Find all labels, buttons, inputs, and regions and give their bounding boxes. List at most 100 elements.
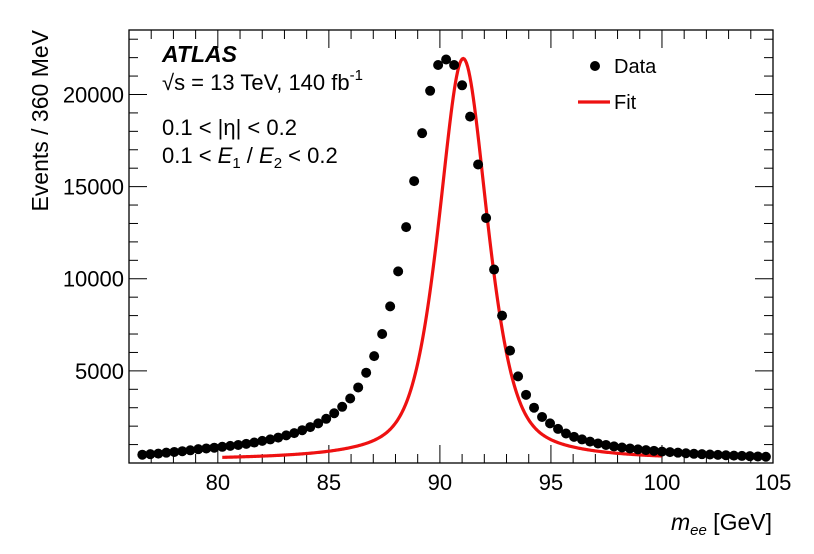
data-point [313,418,324,429]
data-point [760,451,771,462]
data-point [521,389,532,400]
data-point [457,80,468,91]
data-point [704,449,715,460]
data-point [137,449,148,460]
data-point [664,447,675,458]
data-point [201,443,212,454]
data-point [393,266,404,277]
data-point [441,54,452,65]
data-point [433,60,444,71]
data-point [241,438,252,449]
data-point [297,425,308,436]
data-point [752,451,763,462]
y-axis-label: Events / 360 MeV [27,29,53,211]
data-point [145,449,156,460]
data-points [137,54,771,462]
data-point [505,345,516,356]
legend-fit-label: Fit [614,92,637,114]
data-point [728,450,739,461]
energy-text: √s = 13 TeV, 140 fb [162,70,350,95]
data-point [449,60,460,71]
data-point [720,450,731,461]
fit-curve [222,56,663,459]
x-axis-symbol: m [671,509,690,535]
data-point [609,441,619,452]
data-point [744,451,755,462]
legend-data-label: Data [614,56,657,78]
y-tick-label: 20000 [63,82,124,107]
y-tick-label: 10000 [63,267,124,292]
data-point [409,176,420,187]
data-point [624,443,635,454]
data-point [217,441,228,452]
data-point [273,432,284,443]
x-tick-label: 95 [539,470,563,495]
data-point [632,444,643,455]
data-point [680,448,691,459]
data-point [345,393,356,404]
x-axis-subscript: ee [690,522,707,539]
data-point [329,408,340,419]
data-point [601,439,611,450]
data-point [385,301,396,312]
x-tick-label: 80 [206,470,230,495]
data-point [553,423,564,434]
x-tick-label: 105 [755,470,792,495]
plot-frame [128,29,774,464]
data-point [561,428,572,439]
data-point [712,449,723,460]
data-point [209,442,220,453]
data-point [161,447,172,458]
data-point [177,446,188,457]
data-point [640,445,651,456]
data-point [265,434,276,445]
data-point [289,428,300,439]
data-point [537,411,548,422]
data-point [337,401,348,412]
data-point [193,444,204,455]
data-point [688,448,699,459]
data-point [417,128,428,139]
data-point [529,402,540,413]
data-point [185,445,196,456]
data-point [513,371,524,382]
x-tick-label: 85 [317,470,341,495]
lumi-exponent: -1 [350,67,363,84]
data-point [249,437,260,448]
data-point [361,367,372,378]
data-point [401,222,412,233]
data-point [656,446,667,457]
x-tick-label: 100 [644,470,681,495]
data-point [169,446,180,457]
data-point [489,264,500,275]
data-point [233,439,244,450]
y-tick-label: 5000 [75,359,124,384]
data-point [569,431,580,442]
y-tick-label: 15000 [63,175,124,200]
data-point [465,111,476,122]
legend-data-marker [590,61,600,71]
x-tick-labels: 80 85 90 95 100 105 [206,470,792,495]
atlas-label: ATLAS [161,41,238,67]
data-point [585,436,596,447]
data-point [353,382,364,393]
data-point [153,448,164,459]
data-point [593,438,604,449]
data-point [577,434,588,445]
data-point [481,212,492,223]
data-point [736,450,747,461]
data-point [696,449,707,460]
data-point [305,422,316,433]
x-tick-label: 90 [428,470,452,495]
data-point [672,447,683,458]
energy-ratio-label: 0.1 < E1 / E2 < 0.2 [162,143,338,172]
data-point [377,329,388,340]
energy-lumi-label: √s = 13 TeV, 140 fb-1 [162,67,363,95]
data-point [321,413,332,424]
data-point [369,351,380,362]
data-point [648,445,659,456]
fit-layer [222,56,663,459]
data-point [473,159,484,170]
legend: Data Fit [578,56,657,114]
